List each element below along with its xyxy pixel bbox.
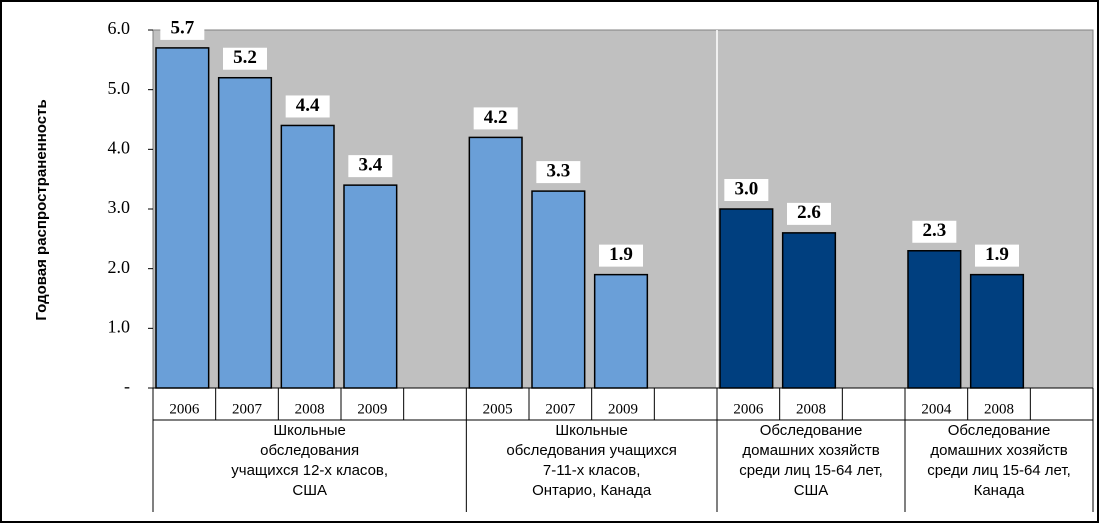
value-label-box — [160, 17, 205, 40]
value-label-box — [536, 161, 581, 184]
x-tick-label: 2008 — [984, 401, 1014, 417]
value-label: 1.9 — [609, 244, 633, 265]
y-tick-label: 1.0 — [108, 316, 131, 336]
x-tick-label: 2008 — [295, 401, 325, 417]
value-label-box — [473, 107, 518, 130]
y-tick-label: 3.0 — [108, 197, 131, 217]
value-label-box — [787, 202, 831, 225]
bar — [907, 250, 962, 389]
bar — [969, 273, 1025, 389]
value-label: 2.6 — [797, 202, 821, 223]
group-label: Обследование — [948, 422, 1051, 439]
group-label: обследования — [260, 442, 359, 459]
value-label: 1.9 — [985, 244, 1009, 265]
value-label: 5.2 — [233, 47, 257, 68]
group-label: Онтарио, Канада — [532, 482, 652, 499]
value-label-box — [348, 155, 393, 178]
y-tick-label: 2.0 — [108, 257, 131, 277]
group-label: учащихся 12-х класов, — [231, 462, 388, 479]
value-label: 3.4 — [358, 154, 382, 175]
value-label: 4.4 — [296, 95, 320, 116]
group-label: среди лиц 15-64 лет, — [739, 462, 883, 479]
bar — [343, 184, 398, 389]
group-label: США — [794, 482, 829, 499]
bar — [155, 47, 210, 389]
y-tick-label: 6.0 — [108, 18, 131, 38]
x-tick-label: 2009 — [357, 401, 387, 417]
value-label-box — [724, 179, 769, 201]
bar — [531, 190, 586, 389]
value-label: 4.2 — [484, 107, 508, 128]
group-label: домашних хозяйств — [742, 442, 879, 459]
group-label: Обследование — [760, 422, 863, 439]
value-label: 2.3 — [922, 220, 946, 241]
group-label: 7-11-х класов, — [543, 462, 641, 479]
value-label: 3.3 — [546, 160, 570, 181]
x-tick-label: 2005 — [483, 401, 513, 417]
y-tick-label: 4.0 — [108, 137, 131, 157]
x-tick-label: 2009 — [608, 401, 638, 417]
bar — [280, 124, 335, 389]
value-label-box — [599, 244, 643, 267]
value-label-box — [223, 47, 267, 70]
value-label-box — [285, 95, 330, 118]
x-tick-label: 2007 — [232, 401, 263, 417]
y-axis-label: Годовая распространенность — [33, 99, 50, 320]
y-tick-label: - — [124, 376, 130, 396]
group-label: домашних хозяйств — [930, 442, 1067, 459]
group-label: Школьные — [555, 422, 627, 439]
x-tick-label: 2008 — [796, 401, 826, 417]
x-tick-label: 2004 — [921, 401, 952, 417]
value-label: 5.7 — [170, 17, 194, 38]
bar — [468, 136, 523, 389]
group-label: среди лиц 15-64 лет, — [927, 462, 1071, 479]
value-label-box — [975, 244, 1019, 267]
x-tick-label: 2007 — [545, 401, 576, 417]
x-tick-label: 2006 — [733, 401, 764, 417]
group-label: США — [292, 482, 327, 499]
bar — [719, 208, 774, 389]
group-label: Канада — [974, 482, 1025, 499]
bar — [217, 76, 273, 389]
group-label: Школьные — [273, 422, 345, 439]
bar — [593, 273, 649, 389]
y-tick-label: 5.0 — [108, 78, 131, 98]
value-label-box — [912, 220, 957, 243]
value-label: 3.0 — [734, 178, 758, 199]
bar — [781, 232, 837, 389]
group-label: обследования учащихся — [506, 442, 677, 459]
x-tick-label: 2006 — [169, 401, 200, 417]
